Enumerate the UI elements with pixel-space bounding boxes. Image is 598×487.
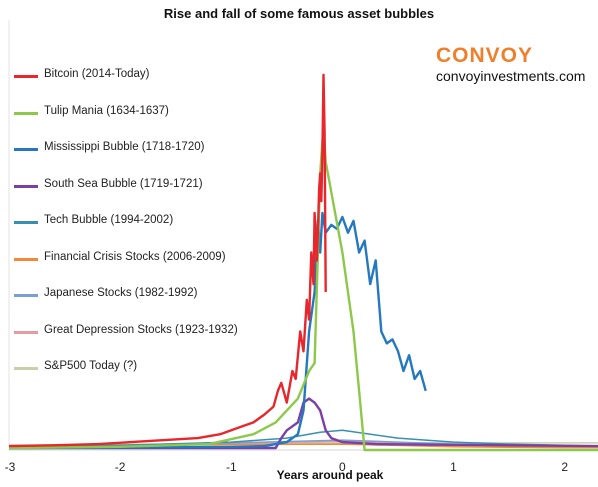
legend-swatch-3 bbox=[14, 184, 38, 188]
series-layer bbox=[8, 73, 598, 452]
brand-url: convoyinvestments.com bbox=[436, 68, 586, 84]
legend-swatch-5 bbox=[14, 257, 38, 261]
chart-title: Rise and fall of some famous asset bubbl… bbox=[163, 6, 435, 21]
series-line-2 bbox=[8, 211, 427, 450]
legend-swatch-0 bbox=[14, 75, 38, 78]
legend-label-7: Great Depression Stocks (1923-1932) bbox=[44, 323, 238, 336]
x-tick-label-1: -2 bbox=[115, 460, 126, 474]
legend-swatch-2 bbox=[14, 148, 38, 151]
x-axis-label: Years around peak bbox=[276, 468, 384, 482]
legend-swatch-1 bbox=[14, 111, 38, 115]
legend-label-1: Tulip Mania (1634-1637) bbox=[44, 104, 169, 117]
legend-label-8: S&P500 Today (?) bbox=[44, 360, 138, 372]
legend-label-2: Mississippi Bubble (1718-1720) bbox=[44, 141, 205, 153]
legend-label-6: Japanese Stocks (1982-1992) bbox=[44, 287, 198, 299]
legend-label-3: South Sea Bubble (1719-1721) bbox=[44, 177, 203, 190]
x-tick-label-2: -1 bbox=[226, 460, 237, 474]
legend-swatch-4 bbox=[14, 221, 38, 224]
brand-logo-text: CONVOY bbox=[436, 44, 534, 67]
legend-swatch-6 bbox=[14, 294, 38, 297]
legend-label-0: Bitcoin (2014-Today) bbox=[44, 68, 150, 80]
x-tick-label-0: -3 bbox=[5, 460, 16, 474]
series-line-0 bbox=[8, 73, 327, 448]
legend-label-4: Tech Bubble (1994-2002) bbox=[44, 214, 174, 226]
x-tick-label-5: 2 bbox=[561, 460, 568, 474]
legend-swatch-8 bbox=[14, 367, 38, 370]
legend-swatch-7 bbox=[14, 330, 38, 334]
x-tick-layer: -3 -2 -1 0 1 2 bbox=[5, 460, 569, 474]
x-tick-label-3: 0 bbox=[339, 460, 346, 474]
legend-label-5: Financial Crisis Stocks (2006-2009) bbox=[44, 250, 226, 263]
x-tick-label-4: 1 bbox=[450, 460, 457, 474]
